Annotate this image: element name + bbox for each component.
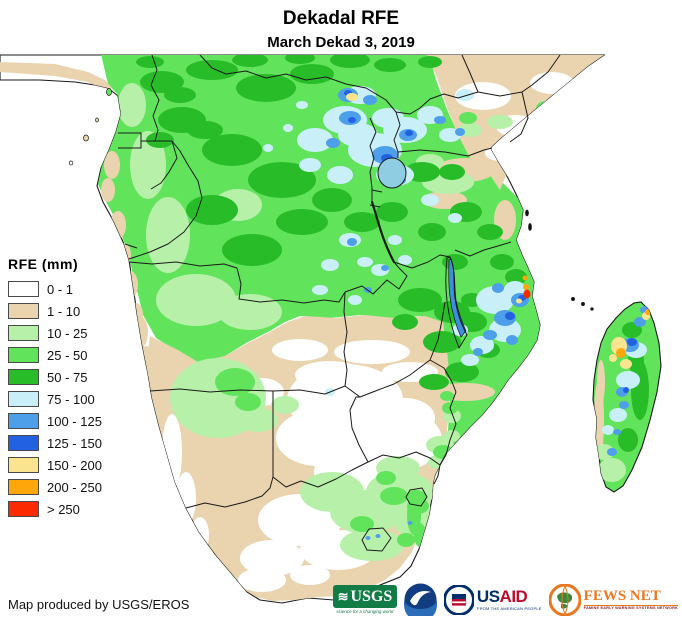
island-principe: [95, 117, 99, 123]
page-title: Dekadal RFE: [282, 8, 400, 29]
legend-swatch: [8, 479, 39, 495]
credit-text: Map produced by USGS/EROS: [8, 597, 190, 612]
legend-label: 1 - 10: [47, 303, 81, 319]
legend-item: 100 - 125: [8, 410, 102, 432]
usgs-tagline: science for a changing world: [336, 609, 394, 614]
usaid-emblem-icon: [443, 584, 474, 615]
island-comoros-3: [590, 307, 594, 311]
legend-label: 200 - 250: [47, 479, 102, 495]
islands: [68, 88, 594, 311]
fewsnet-logo-text: FEWS NET: [583, 588, 661, 604]
legend-item: 1 - 10: [8, 300, 102, 322]
legend-label: 10 - 25: [47, 325, 88, 341]
usgs-logo: ≋ USGS science for a changing world: [332, 585, 397, 614]
legend-item: 10 - 25: [8, 322, 102, 344]
fewsnet-logo: FEWS NET FAMINE EARLY WARNING SYSTEMS NE…: [548, 583, 678, 616]
legend-swatch: [8, 457, 39, 473]
legend-label: 25 - 50: [47, 347, 88, 363]
legend-swatch: [8, 391, 39, 407]
island-annobon: [68, 160, 74, 166]
legend-swatch: [8, 303, 39, 319]
legend-title: RFE (mm): [8, 256, 79, 272]
lake-malawi: [448, 258, 467, 338]
legend-label: 50 - 75: [47, 369, 88, 385]
legend-item: 50 - 75: [8, 366, 102, 388]
noaa-logo: [403, 583, 437, 616]
legend-item: > 250: [8, 498, 102, 520]
legend-item: 25 - 50: [8, 344, 102, 366]
legend-label: 75 - 100: [47, 391, 95, 407]
island-zanzibar: [525, 209, 529, 217]
legend: RFE (mm) 0 - 1 1 - 10 10 - 25 25 - 50 50…: [8, 256, 102, 520]
usgs-wave-icon: ≋: [337, 589, 349, 604]
legend-label: 100 - 125: [47, 413, 102, 429]
usaid-logo-text-us: US: [476, 587, 500, 606]
island-comoros-2: [581, 302, 585, 306]
legend-swatch: [8, 281, 39, 297]
island-comoros-1: [571, 297, 575, 301]
legend-label: > 250: [47, 501, 80, 517]
legend-label: 0 - 1: [47, 281, 74, 297]
country-borders: [118, 54, 561, 552]
legend-swatch: [8, 501, 39, 517]
usaid-logo-text-aid: AID: [499, 587, 528, 606]
legend-swatch: [8, 347, 39, 363]
island-bioko: [106, 88, 112, 96]
fewsnet-globe-icon: [548, 583, 581, 616]
legend-swatch: [8, 413, 39, 429]
legend-item: 200 - 250: [8, 476, 102, 498]
usgs-logo-text: USGS: [350, 587, 393, 605]
lake-victoria: [377, 157, 407, 189]
legend-item: 75 - 100: [8, 388, 102, 410]
usaid-tagline: FROM THE AMERICAN PEOPLE: [476, 606, 542, 611]
legend-swatch: [8, 325, 39, 341]
rain-red: [523, 289, 531, 299]
legend-label: 125 - 150: [47, 435, 102, 451]
legend-swatch: [8, 369, 39, 385]
lakes: [370, 157, 467, 338]
legend-label: 150 - 200: [47, 457, 102, 473]
lake-tanganyika: [370, 200, 396, 264]
page-subtitle: March Dekad 3, 2019: [267, 34, 415, 51]
island-sao-tome: [83, 134, 89, 142]
island-pemba: [528, 223, 532, 231]
legend-item: 0 - 1: [8, 278, 102, 300]
noaa-seagull-icon: [403, 583, 437, 616]
usaid-logo: USAID FROM THE AMERICAN PEOPLE: [443, 584, 542, 615]
legend-item: 125 - 150: [8, 432, 102, 454]
legend-item: 150 - 200: [8, 454, 102, 476]
fewsnet-tagline: FAMINE EARLY WARNING SYSTEMS NETWORK: [583, 605, 678, 610]
legend-swatch: [8, 435, 39, 451]
rain-darkgreen: [136, 55, 649, 452]
logo-row: ≋ USGS science for a changing world: [332, 583, 678, 616]
